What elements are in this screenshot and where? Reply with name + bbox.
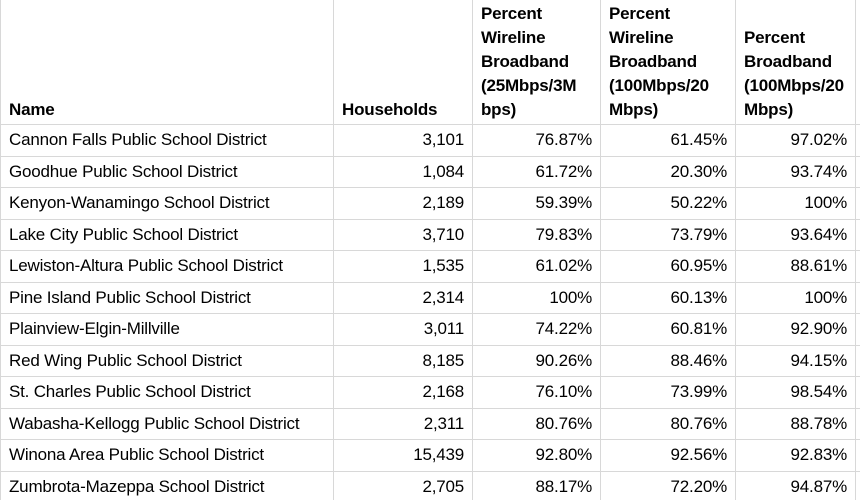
cell-households[interactable]: 3,710 — [333, 218, 473, 251]
cell-households[interactable]: 2,705 — [333, 470, 473, 500]
cell-empty[interactable] — [855, 187, 860, 220]
cell-pct-wireline-100-20[interactable]: 60.95% — [600, 250, 736, 283]
cell-empty[interactable] — [855, 124, 860, 157]
table-row: Plainview-Elgin-Millville 3,011 74.22% 6… — [0, 313, 860, 346]
header-pct-broadband-100-20[interactable]: Percent Broadband (100Mbps/20 Mbps) — [735, 0, 856, 125]
cell-pct-broadband-100-20[interactable]: 97.02% — [735, 124, 856, 157]
cell-households[interactable]: 2,314 — [333, 281, 473, 314]
cell-district-name[interactable]: Lake City Public School District — [0, 218, 334, 251]
cell-pct-wireline-100-20[interactable]: 50.22% — [600, 187, 736, 220]
cell-empty[interactable] — [855, 439, 860, 472]
header-empty-cell[interactable] — [855, 0, 860, 125]
cell-households[interactable]: 2,168 — [333, 376, 473, 409]
cell-empty[interactable] — [855, 155, 860, 188]
cell-pct-wireline-25-3[interactable]: 74.22% — [472, 313, 601, 346]
cell-pct-wireline-25-3[interactable]: 59.39% — [472, 187, 601, 220]
cell-district-name[interactable]: Zumbrota-Mazeppa School District — [0, 470, 334, 500]
header-pct-wireline-25-3[interactable]: Percent Wireline Broadband (25Mbps/3M bp… — [472, 0, 601, 125]
cell-empty[interactable] — [855, 470, 860, 500]
cell-district-name[interactable]: Goodhue Public School District — [0, 155, 334, 188]
cell-empty[interactable] — [855, 281, 860, 314]
table-row: Goodhue Public School District 1,084 61.… — [0, 155, 860, 188]
cell-pct-wireline-100-20[interactable]: 80.76% — [600, 407, 736, 440]
table-row: Cannon Falls Public School District 3,10… — [0, 124, 860, 157]
cell-empty[interactable] — [855, 218, 860, 251]
cell-empty[interactable] — [855, 407, 860, 440]
table-row: Pine Island Public School District 2,314… — [0, 281, 860, 314]
cell-pct-broadband-100-20[interactable]: 100% — [735, 187, 856, 220]
table-row: Wabasha-Kellogg Public School District 2… — [0, 407, 860, 440]
cell-pct-broadband-100-20[interactable]: 88.78% — [735, 407, 856, 440]
table-row: Lake City Public School District 3,710 7… — [0, 218, 860, 251]
cell-pct-wireline-25-3[interactable]: 76.10% — [472, 376, 601, 409]
header-households[interactable]: Households — [333, 0, 473, 125]
cell-pct-wireline-100-20[interactable]: 60.81% — [600, 313, 736, 346]
cell-district-name[interactable]: Pine Island Public School District — [0, 281, 334, 314]
cell-pct-wireline-100-20[interactable]: 73.79% — [600, 218, 736, 251]
cell-pct-broadband-100-20[interactable]: 93.74% — [735, 155, 856, 188]
cell-district-name[interactable]: Lewiston-Altura Public School District — [0, 250, 334, 283]
cell-district-name[interactable]: Cannon Falls Public School District — [0, 124, 334, 157]
cell-district-name[interactable]: Plainview-Elgin-Millville — [0, 313, 334, 346]
header-row: Name Households Percent Wireline Broadba… — [0, 0, 860, 125]
cell-pct-wireline-25-3[interactable]: 88.17% — [472, 470, 601, 500]
cell-pct-wireline-25-3[interactable]: 92.80% — [472, 439, 601, 472]
cell-pct-broadband-100-20[interactable]: 94.87% — [735, 470, 856, 500]
cell-empty[interactable] — [855, 250, 860, 283]
table-row: Red Wing Public School District 8,185 90… — [0, 344, 860, 377]
cell-pct-broadband-100-20[interactable]: 93.64% — [735, 218, 856, 251]
cell-pct-wireline-25-3[interactable]: 90.26% — [472, 344, 601, 377]
cell-pct-wireline-25-3[interactable]: 100% — [472, 281, 601, 314]
cell-pct-wireline-25-3[interactable]: 79.83% — [472, 218, 601, 251]
table-row: St. Charles Public School District 2,168… — [0, 376, 860, 409]
header-pct-wireline-100-20[interactable]: Percent Wireline Broadband (100Mbps/20 M… — [600, 0, 736, 125]
cell-households[interactable]: 3,011 — [333, 313, 473, 346]
cell-households[interactable]: 15,439 — [333, 439, 473, 472]
cell-households[interactable]: 2,189 — [333, 187, 473, 220]
cell-district-name[interactable]: Wabasha-Kellogg Public School District — [0, 407, 334, 440]
table-row: Zumbrota-Mazeppa School District 2,705 8… — [0, 470, 860, 500]
table-row: Winona Area Public School District 15,43… — [0, 439, 860, 472]
cell-empty[interactable] — [855, 313, 860, 346]
cell-pct-broadband-100-20[interactable]: 100% — [735, 281, 856, 314]
table-row: Lewiston-Altura Public School District 1… — [0, 250, 860, 283]
cell-households[interactable]: 1,084 — [333, 155, 473, 188]
cell-pct-wireline-100-20[interactable]: 88.46% — [600, 344, 736, 377]
cell-households[interactable]: 1,535 — [333, 250, 473, 283]
cell-pct-broadband-100-20[interactable]: 88.61% — [735, 250, 856, 283]
cell-pct-wireline-25-3[interactable]: 61.72% — [472, 155, 601, 188]
cell-pct-broadband-100-20[interactable]: 92.90% — [735, 313, 856, 346]
cell-pct-wireline-100-20[interactable]: 73.99% — [600, 376, 736, 409]
cell-district-name[interactable]: St. Charles Public School District — [0, 376, 334, 409]
cell-households[interactable]: 3,101 — [333, 124, 473, 157]
cell-pct-wireline-100-20[interactable]: 72.20% — [600, 470, 736, 500]
cell-pct-wireline-100-20[interactable]: 60.13% — [600, 281, 736, 314]
cell-district-name[interactable]: Kenyon-Wanamingo School District — [0, 187, 334, 220]
cell-households[interactable]: 2,311 — [333, 407, 473, 440]
header-name[interactable]: Name — [0, 0, 334, 125]
cell-empty[interactable] — [855, 344, 860, 377]
cell-pct-wireline-25-3[interactable]: 61.02% — [472, 250, 601, 283]
cell-pct-wireline-25-3[interactable]: 76.87% — [472, 124, 601, 157]
table-row: Kenyon-Wanamingo School District 2,189 5… — [0, 187, 860, 220]
cell-empty[interactable] — [855, 376, 860, 409]
cell-pct-wireline-25-3[interactable]: 80.76% — [472, 407, 601, 440]
cell-pct-broadband-100-20[interactable]: 94.15% — [735, 344, 856, 377]
cell-district-name[interactable]: Winona Area Public School District — [0, 439, 334, 472]
cell-pct-wireline-100-20[interactable]: 61.45% — [600, 124, 736, 157]
cell-households[interactable]: 8,185 — [333, 344, 473, 377]
cell-pct-wireline-100-20[interactable]: 20.30% — [600, 155, 736, 188]
cell-pct-broadband-100-20[interactable]: 98.54% — [735, 376, 856, 409]
cell-pct-wireline-100-20[interactable]: 92.56% — [600, 439, 736, 472]
cell-pct-broadband-100-20[interactable]: 92.83% — [735, 439, 856, 472]
cell-district-name[interactable]: Red Wing Public School District — [0, 344, 334, 377]
